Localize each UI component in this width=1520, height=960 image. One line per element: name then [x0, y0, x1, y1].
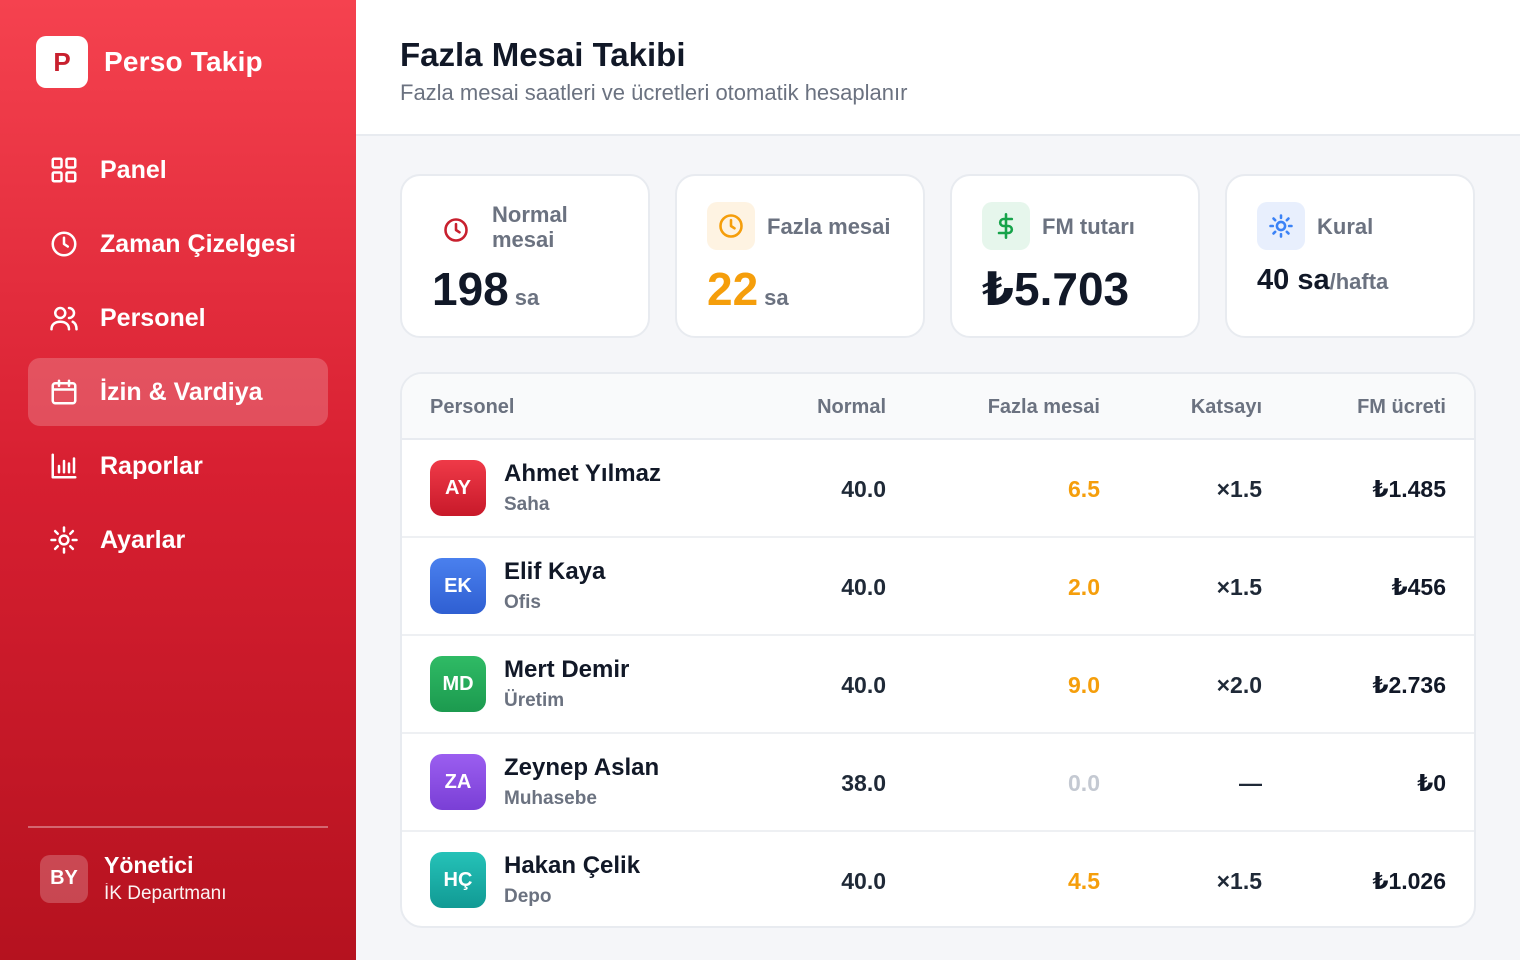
column-header-coefficient[interactable]: Katsayı [1190, 396, 1262, 418]
overtime-hours: 4.5 [1068, 868, 1100, 894]
stat-card-overtime-hours: Fazla mesai 22 sa [675, 174, 925, 338]
stat-label: FM tutarı [1042, 214, 1135, 239]
employee-name: Hakan Çelik [504, 852, 641, 879]
avatar: AY [430, 460, 486, 516]
clock-icon [707, 202, 755, 250]
employee-department: Saha [504, 494, 550, 515]
sidebar-item-leave-shift[interactable]: İzin & Vardiya [28, 358, 328, 426]
stat-label: Fazla mesai [767, 214, 891, 239]
sidebar-item-timesheet[interactable]: Zaman Çizelgesi [28, 210, 328, 278]
table-row[interactable]: MD Mert Demir Üretim 40.0 9.0 ×2.0 ₺2.73… [402, 636, 1474, 734]
brand-logo: P [36, 36, 88, 88]
column-header-overtime[interactable]: Fazla mesai [987, 396, 1100, 418]
brand[interactable]: P Perso Takip [36, 36, 263, 88]
user-profile[interactable]: BY Yönetici İK Departmanı [40, 852, 227, 905]
normal-hours: 40.0 [841, 868, 886, 894]
stat-value: 40 sa/hafta [1257, 264, 1389, 296]
coefficient: ×1.5 [1216, 868, 1262, 894]
overtime-fee: ₺456 [1391, 574, 1446, 600]
avatar: ZA [430, 754, 486, 810]
coefficient: ×2.0 [1216, 672, 1262, 698]
column-header-employee[interactable]: Personel [430, 396, 515, 418]
page-header: Fazla Mesai Takibi Fazla mesai saatleri … [356, 0, 1520, 136]
employee-department: Muhasebe [504, 788, 597, 809]
coefficient: ×1.5 [1216, 476, 1262, 502]
sidebar-item-label: İzin & Vardiya [100, 377, 263, 406]
normal-hours: 40.0 [841, 574, 886, 600]
overtime-hours: 6.5 [1068, 476, 1100, 502]
sidebar-item-label: Ayarlar [100, 525, 186, 554]
sidebar-item-personnel[interactable]: Personel [28, 284, 328, 352]
table-row[interactable]: AY Ahmet Yılmaz Saha 40.0 6.5 ×1.5 ₺1.48… [402, 440, 1474, 538]
overtime-fee: ₺2.736 [1372, 672, 1446, 698]
page-subtitle: Fazla mesai saatleri ve ücretleri otomat… [400, 80, 908, 105]
clock-icon [432, 206, 480, 254]
bar-chart-icon [48, 450, 80, 482]
coefficient: ×1.5 [1216, 574, 1262, 600]
overtime-fee: ₺0 [1417, 770, 1446, 796]
stat-label: Normal mesai [492, 202, 568, 252]
overtime-table: Personel Normal Fazla mesai Katsayı FM ü… [400, 372, 1476, 928]
grid-icon [48, 154, 80, 186]
normal-hours: 40.0 [841, 476, 886, 502]
dollar-icon [982, 202, 1030, 250]
clock-icon [48, 228, 80, 260]
employee-department: Ofis [504, 592, 541, 613]
user-info: Yönetici İK Departmanı [104, 852, 227, 905]
brand-name: Perso Takip [104, 46, 263, 77]
user-name: Yönetici [104, 852, 194, 878]
stat-card-overtime-amount: FM tutarı ₺5.703 [950, 174, 1200, 338]
users-icon [48, 302, 80, 334]
avatar: EK [430, 558, 486, 614]
sidebar-item-reports[interactable]: Raporlar [28, 432, 328, 500]
sidebar: P Perso Takip Panel Zaman Çizelgesi Pers… [0, 0, 356, 960]
employee-name: Mert Demir [504, 656, 630, 683]
stat-card-rule: Kural 40 sa/hafta [1225, 174, 1475, 338]
overtime-hours: 2.0 [1068, 574, 1100, 600]
user-department: İK Departmanı [104, 883, 227, 904]
page-title: Fazla Mesai Takibi [400, 36, 686, 73]
overtime-hours: 0.0 [1068, 770, 1100, 796]
table-row[interactable]: EK Elif Kaya Ofis 40.0 2.0 ×1.5 ₺456 [402, 538, 1474, 636]
sidebar-divider [28, 826, 328, 828]
stat-value: 198 sa [432, 263, 540, 315]
sidebar-item-settings[interactable]: Ayarlar [28, 506, 328, 574]
table-row[interactable]: ZA Zeynep Aslan Muhasebe 38.0 0.0 — ₺0 [402, 734, 1474, 832]
overtime-fee: ₺1.485 [1372, 476, 1446, 502]
normal-hours: 38.0 [841, 770, 886, 796]
sidebar-item-label: Panel [100, 155, 167, 184]
employee-name: Zeynep Aslan [504, 754, 660, 781]
employee-name: Elif Kaya [504, 558, 606, 585]
avatar: BY [40, 854, 88, 903]
sun-icon [1257, 202, 1305, 250]
table-row[interactable]: HÇ Hakan Çelik Depo 40.0 4.5 ×1.5 ₺1.026 [402, 832, 1474, 926]
stat-card-normal-hours: Normal mesai 198 sa [400, 174, 650, 338]
sidebar-item-label: Personel [100, 303, 206, 332]
stat-value: ₺5.703 [982, 263, 1130, 315]
avatar: HÇ [430, 852, 486, 908]
column-header-fee[interactable]: FM ücreti [1357, 396, 1446, 418]
sidebar-nav: Panel Zaman Çizelgesi Personel İzin & Va… [28, 136, 328, 580]
gear-icon [48, 524, 80, 556]
avatar: MD [430, 656, 486, 712]
sidebar-item-label: Zaman Çizelgesi [100, 229, 296, 258]
normal-hours: 40.0 [841, 672, 886, 698]
stat-value: 22 sa [707, 263, 789, 315]
overtime-hours: 9.0 [1068, 672, 1100, 698]
table-header: Personel Normal Fazla mesai Katsayı FM ü… [402, 374, 1474, 440]
overtime-fee: ₺1.026 [1372, 868, 1446, 894]
stat-label: Kural [1317, 214, 1374, 239]
coefficient: — [1239, 770, 1262, 796]
employee-name: Ahmet Yılmaz [504, 460, 661, 487]
employee-department: Depo [504, 886, 552, 907]
sidebar-item-label: Raporlar [100, 451, 203, 480]
column-header-normal[interactable]: Normal [817, 396, 886, 418]
employee-department: Üretim [504, 690, 565, 711]
sidebar-item-panel[interactable]: Panel [28, 136, 328, 204]
calendar-icon [48, 376, 80, 408]
